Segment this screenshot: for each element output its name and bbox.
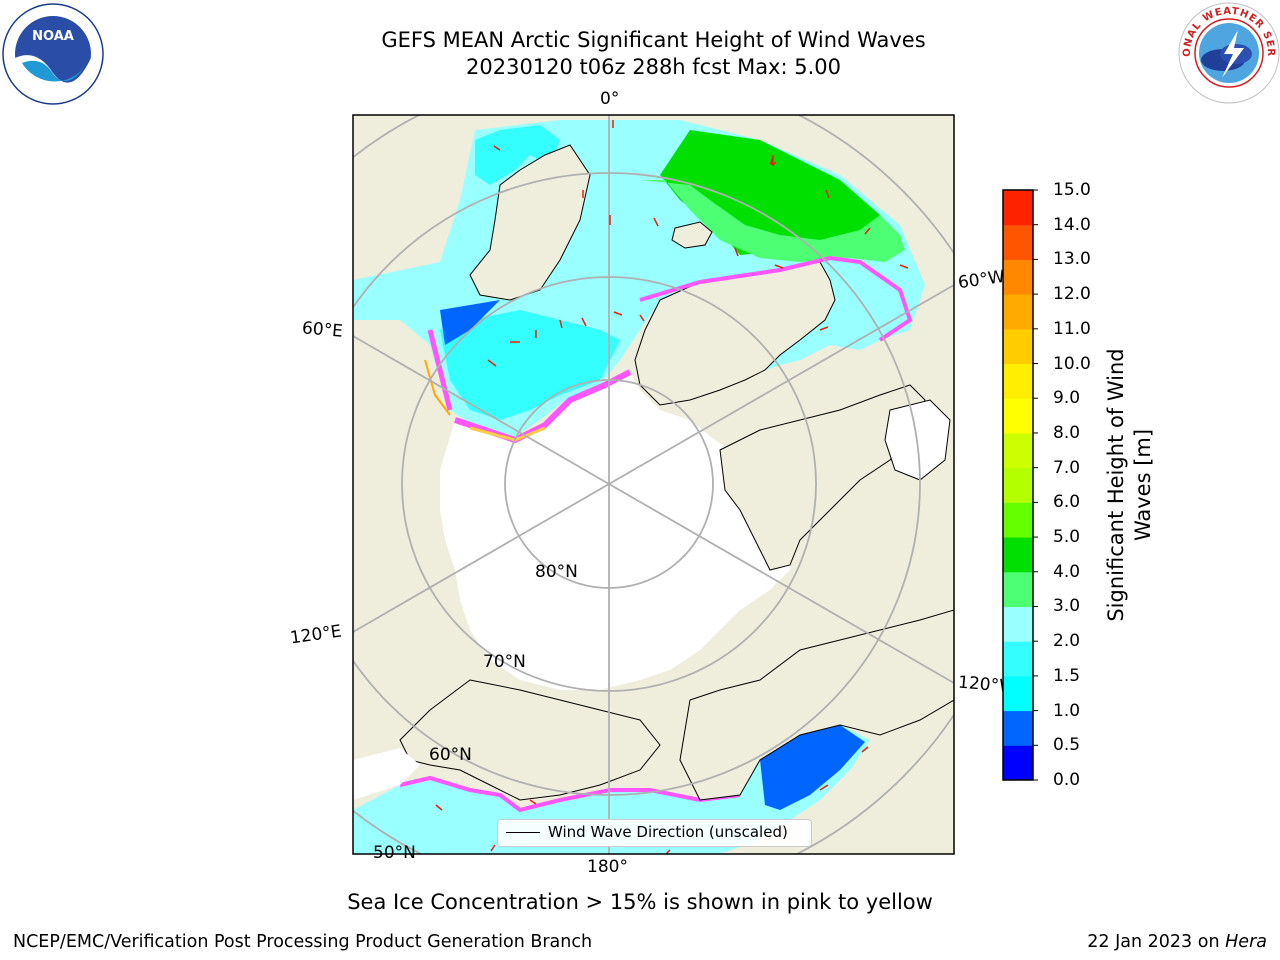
colorbar-segment <box>1003 641 1033 677</box>
map-legend: Wind Wave Direction (unscaled) <box>497 819 812 847</box>
colorbar-segment <box>1003 190 1033 226</box>
ice-edge-kara-y <box>424 359 451 416</box>
baltic-sea-waves <box>475 125 560 185</box>
colorbar-segment <box>1003 363 1033 399</box>
colorbar-label-line2: Waves [m] <box>1131 428 1155 542</box>
colorbar-segment <box>1003 606 1033 642</box>
colorbar <box>1002 189 1038 781</box>
nws-logo-icon: NATIONAL WEATHER SERVICE <box>1178 2 1280 104</box>
ice-edge-kara <box>427 329 453 411</box>
ice-edge-bering <box>399 775 741 813</box>
wind-wave-arrows <box>435 120 909 854</box>
lat-label-50: 50°N <box>373 843 416 863</box>
arctic-sea-ice <box>440 372 795 690</box>
lat-label-70: 70°N <box>483 652 526 672</box>
colorbar-label: Significant Height of Wind Waves [m] <box>1103 348 1157 621</box>
colorbar-segment <box>1003 328 1033 365</box>
lat-label-60: 60°N <box>429 745 472 765</box>
colorbar-tick-label: 7.0 <box>1053 457 1081 478</box>
colorbar-segment <box>1003 224 1033 260</box>
sea-ice-caption: Sea Ice Concentration > 15% is shown in … <box>347 890 933 914</box>
scandinavia <box>469 144 591 301</box>
noaa-logo-icon: NOAA <box>2 3 104 105</box>
north-atlantic-green-edge <box>640 180 905 262</box>
colorbar-segment <box>1003 467 1033 503</box>
colorbar-segment <box>1003 432 1033 469</box>
ice-edge-greenland <box>639 255 913 342</box>
colorbar-tick-label: 11.0 <box>1053 318 1091 339</box>
footer-host: Hera <box>1225 932 1267 952</box>
colorbar-tick-label: 9.0 <box>1053 388 1081 409</box>
footer-producer: NCEP/EMC/Verification Post Processing Pr… <box>13 932 593 952</box>
ice-edge-atlantic <box>454 369 632 444</box>
colorbar-tick-label: 0.5 <box>1053 735 1081 756</box>
colorbar-segment <box>1003 745 1033 781</box>
legend-label: Wind Wave Direction (unscaled) <box>548 823 788 841</box>
atlantic-ocean-waves-b <box>440 310 620 420</box>
colorbar-tick-label: 0.0 <box>1053 770 1081 790</box>
colorbar-segment <box>1003 259 1033 295</box>
footer-date: 22 Jan 2023 on Hera <box>1087 932 1267 952</box>
colorbar-segment <box>1003 571 1033 607</box>
colorbar-tick-label: 10.0 <box>1053 353 1091 374</box>
bering-blue <box>760 725 865 810</box>
graticule <box>353 115 954 854</box>
colorbar-tick-label: 1.5 <box>1053 665 1081 686</box>
chart-subtitle: 20230120 t06z 288h fcst Max: 5.00 <box>466 55 841 79</box>
colorbar-tick-label: 1.0 <box>1053 700 1081 721</box>
iceland <box>671 221 713 249</box>
colorbar-tick-label: 8.0 <box>1053 422 1081 443</box>
lon-label-60e: 60°E <box>301 318 344 342</box>
colorbar-tick-label: 2.0 <box>1053 631 1081 652</box>
footer-date-text: 22 Jan 2023 on <box>1087 932 1220 952</box>
lon-label-180: 180° <box>587 857 628 877</box>
alaska <box>679 609 954 801</box>
okhotsk-waves <box>353 748 420 800</box>
legend-line-sample <box>506 832 540 833</box>
colorbar-segment <box>1003 502 1033 538</box>
colorbar-segment <box>1003 537 1033 573</box>
colorbar-segment <box>1003 710 1033 746</box>
canadian-archipelago <box>719 384 926 571</box>
colorbar-frame <box>1002 189 1034 781</box>
colorbar-tick-label: 6.0 <box>1053 492 1081 513</box>
chart-title: GEFS MEAN Arctic Significant Height of W… <box>381 28 926 52</box>
colorbar-tick-label: 13.0 <box>1053 249 1091 270</box>
colorbar-segment <box>1003 398 1033 434</box>
colorbar-tick-label: 5.0 <box>1053 527 1081 548</box>
colorbar-label-line1: Significant Height of Wind <box>1104 348 1128 622</box>
barents-blue-edge <box>440 300 500 345</box>
colorbar-segment <box>1003 294 1033 330</box>
chukotka <box>399 679 661 801</box>
colorbar-segment <box>1003 675 1033 712</box>
noaa-logo-text: NOAA <box>32 29 74 44</box>
colorbar-tick-label: 14.0 <box>1053 214 1091 235</box>
colorbar-tick-label: 12.0 <box>1053 284 1091 305</box>
colorbar-tick-label: 4.0 <box>1053 561 1081 582</box>
lon-label-0: 0° <box>600 89 620 109</box>
colorbar-tick-label: 15.0 <box>1053 180 1091 200</box>
lat-label-80: 80°N <box>535 562 578 582</box>
colorbar-tick-label: 3.0 <box>1053 596 1081 617</box>
map-frame <box>352 114 955 855</box>
